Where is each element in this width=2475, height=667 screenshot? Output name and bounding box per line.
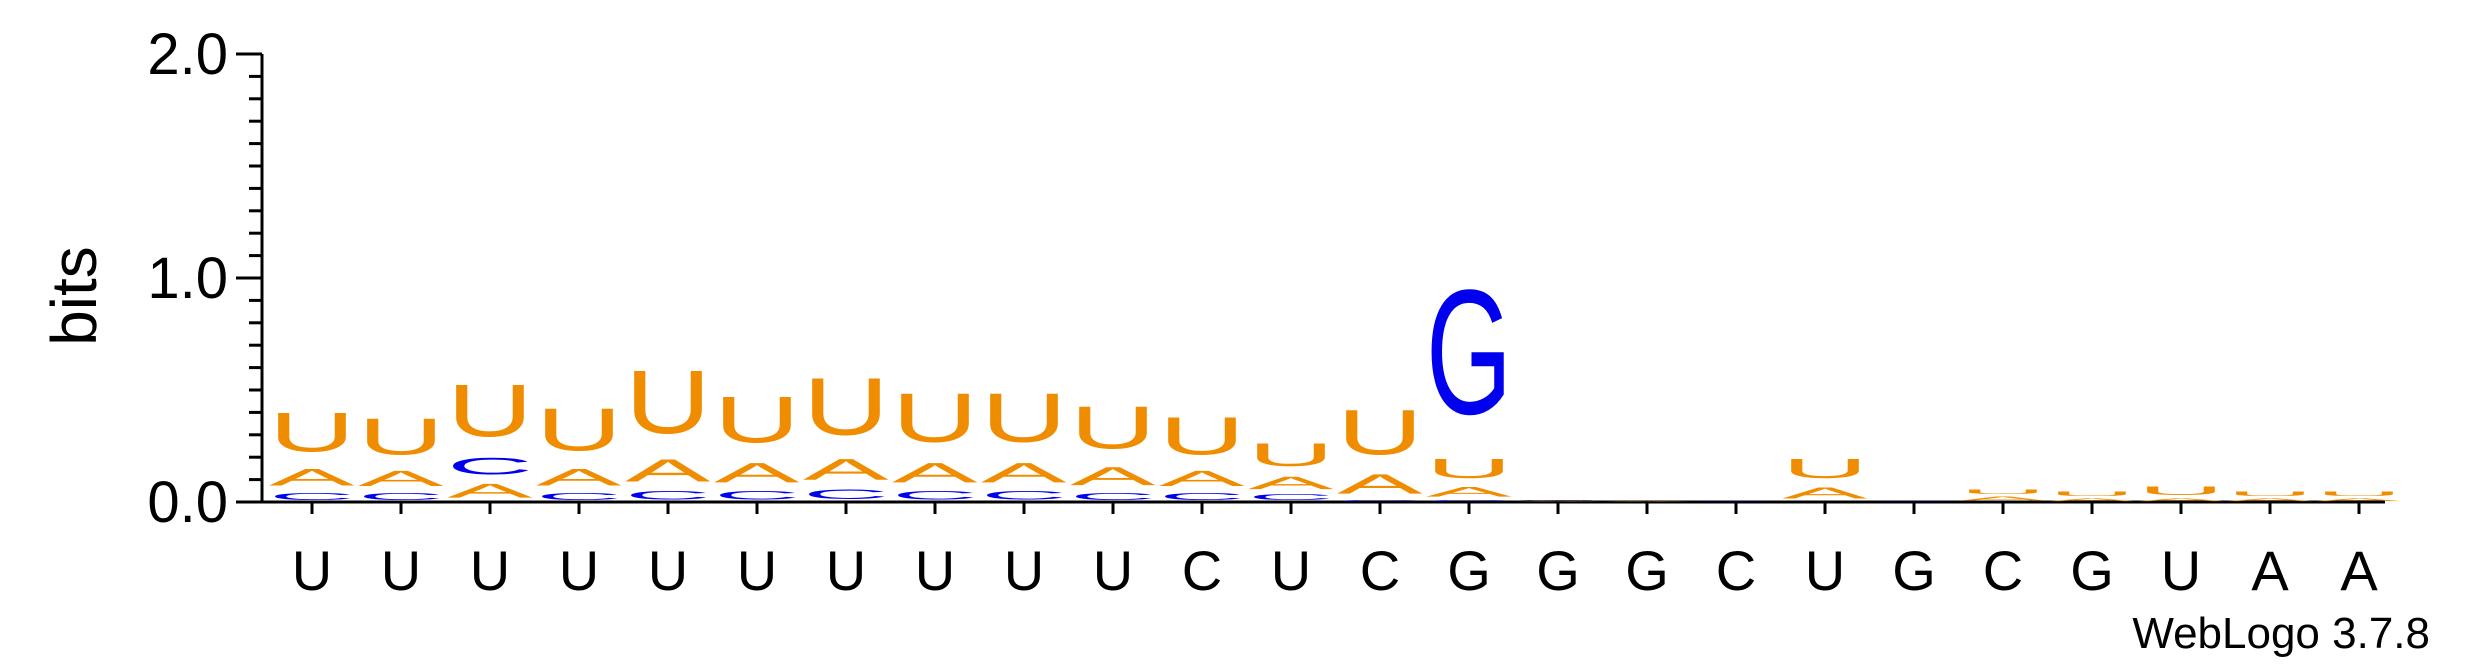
logo-letter-C: C [714, 488, 800, 501]
logo-letter-U: U [269, 401, 355, 464]
logo-letter-A: A [1337, 468, 1423, 499]
logo-letter-U: U [981, 379, 1067, 457]
logo-letter-A: A [447, 480, 534, 502]
logo-letter-A: A [269, 464, 355, 491]
y-axis-title: bits [38, 246, 110, 346]
logo-letter-U: U [714, 384, 800, 457]
logo-letter-C: C [536, 491, 622, 502]
position-label: C [1983, 539, 2023, 602]
logo-letter-U: U [2227, 491, 2313, 498]
logo-letter-U: U [1159, 405, 1245, 466]
logo-letter-A: A [892, 457, 978, 488]
position-label: C [1182, 539, 1222, 602]
logo-letter-C: C [269, 491, 355, 502]
logo-letter-U: U [2049, 491, 2135, 498]
logo-letter-A: A [1248, 473, 1334, 493]
position-label: G [1625, 539, 1669, 602]
logo-letter-U: U [2316, 491, 2402, 498]
logo-letter-A: A [981, 457, 1067, 488]
logo-letter-U: U [536, 397, 622, 464]
logo-letter-U: U [892, 379, 978, 457]
logo-letter-A: A [2049, 498, 2135, 502]
logo-letter-G: G [1515, 500, 1601, 501]
logo-letter-U: U [1248, 437, 1334, 473]
position-label: U [292, 539, 332, 602]
logo-letter-A: A [536, 464, 622, 491]
position-label: U [1271, 539, 1311, 602]
logo-letter-A: A [2138, 498, 2224, 502]
position-label: U [648, 539, 688, 602]
logo-letter-A: A [1426, 484, 1512, 500]
position-label: U [915, 539, 955, 602]
logo-letter-U: U [1070, 394, 1156, 461]
logo-letter-C: C [447, 453, 533, 480]
logo-letter-U: U [2138, 484, 2224, 497]
y-tick-label: 0.0 [147, 470, 228, 535]
position-label: G [1536, 539, 1580, 602]
position-label: U [826, 539, 866, 602]
logo-letter-C: C [358, 491, 444, 502]
logo-letter-A: A [1604, 501, 1690, 502]
logo-letter-A: A [1515, 501, 1601, 502]
logo-letter-U: U [803, 360, 889, 452]
logo-letter-C: C [1693, 501, 1779, 502]
position-label: C [1360, 539, 1400, 602]
position-label: U [559, 539, 599, 602]
logo-letter-A: A [1960, 495, 2046, 502]
logo-letter-C: C [1426, 500, 1512, 502]
weblogo-version-label: WebLogo 3.7.8 [2132, 609, 2430, 658]
logo-letter-C: C [803, 486, 889, 502]
logo-letter-C: C [1070, 491, 1156, 502]
logo-letter-U: U [358, 408, 444, 466]
letter-stacks: CAUCAUACUCAUCAUCAUCAUCAUCAUCAUCAUCAUCAUC… [269, 254, 2402, 502]
logo-letter-U: U [1337, 397, 1423, 469]
logo-letter-A: A [625, 452, 711, 488]
logo-letter-A: A [1070, 461, 1156, 490]
logo-letter-C: C [981, 488, 1067, 501]
logo-letter-C: C [1337, 500, 1423, 502]
logo-letter-U: U [1960, 489, 2046, 496]
position-label: U [1004, 539, 1044, 602]
logo-letter-C: C [1159, 491, 1245, 502]
logo-letter-U: U [1426, 453, 1512, 484]
position-label: A [2251, 539, 2289, 602]
position-label: C [1716, 539, 1756, 602]
y-tick-label: 2.0 [147, 22, 228, 87]
logo-letter-U: U [1782, 453, 1868, 484]
position-label: A [2340, 539, 2378, 602]
logo-letter-A: A [714, 457, 800, 488]
position-label: U [1805, 539, 1845, 602]
logo-letter-A: A [1782, 484, 1868, 502]
logo-letter-C: C [1871, 501, 1957, 502]
logo-letter-U: U [447, 370, 533, 453]
logo-letter-A: A [358, 466, 444, 491]
position-label: U [2161, 539, 2201, 602]
position-label: U [381, 539, 421, 602]
y-tick-label: 1.0 [147, 246, 228, 311]
position-label: U [1093, 539, 1133, 602]
logo-letter-A: A [2316, 498, 2402, 502]
position-label: G [1892, 539, 1936, 602]
logo-letter-A: A [803, 453, 889, 486]
position-label: G [2070, 539, 2114, 602]
logo-letter-A: A [2227, 498, 2313, 502]
logo-letter-C: C [892, 488, 978, 501]
axis-layer: 0.0 1.0 2.0 bits [38, 22, 2385, 535]
position-label: G [1447, 539, 1491, 602]
logo-letter-C: C [625, 488, 711, 501]
position-label: U [470, 539, 510, 602]
logo-letter-A: A [1159, 466, 1245, 491]
position-label: U [737, 539, 777, 602]
logo-letter-G: G [1426, 254, 1512, 452]
logo-letter-U: U [625, 352, 711, 453]
logo-letter-C: C [1248, 493, 1334, 502]
